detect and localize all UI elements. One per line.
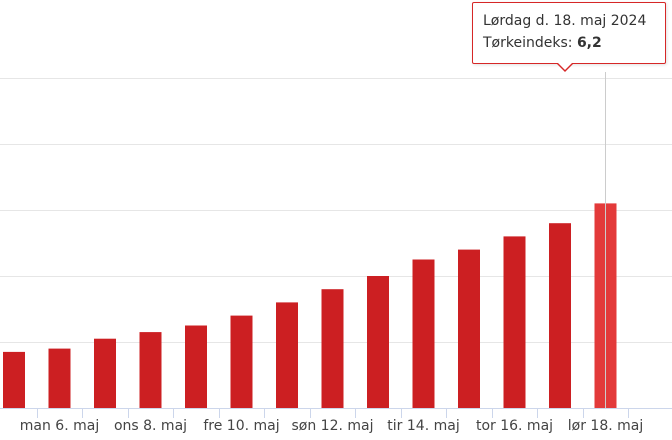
bar [412,259,435,408]
x-tick-label: fre 10. maj [203,418,279,434]
x-axis [0,408,672,418]
x-axis-tick-labels: man 6. maj ons 8. maj fre 10. maj søn 12. m… [20,418,643,434]
tooltip-value-line: Tørkeindeks: 6,2 [483,32,655,54]
bar [458,249,480,408]
bar [185,325,207,408]
bar [3,351,25,408]
x-tick-label: søn 12. maj [291,418,373,434]
x-tick-label: tor 16. maj [476,418,553,434]
bar [139,332,162,408]
bar [549,223,571,408]
x-tick-label: lør 18. maj [568,418,643,434]
bar [48,348,71,408]
tooltip-pointer [556,62,574,72]
bars [3,203,617,408]
bar [367,276,389,408]
tooltip-date: Lørdag d. 18. maj 2024 [483,13,647,29]
bar [230,315,253,408]
bar [276,302,298,408]
x-tick-label: ons 8. maj [114,418,187,434]
bar [321,289,344,408]
bar [503,236,526,408]
chart-tooltip: Lørdag d. 18. maj 2024 Tørkeindeks: 6,2 [472,2,666,64]
bar [94,338,116,408]
x-tick-label: man 6. maj [20,418,99,434]
x-tick-label: tir 14. maj [387,418,459,434]
tooltip-label: Tørkeindeks: [483,35,577,51]
tooltip-value: 6,2 [576,35,602,51]
